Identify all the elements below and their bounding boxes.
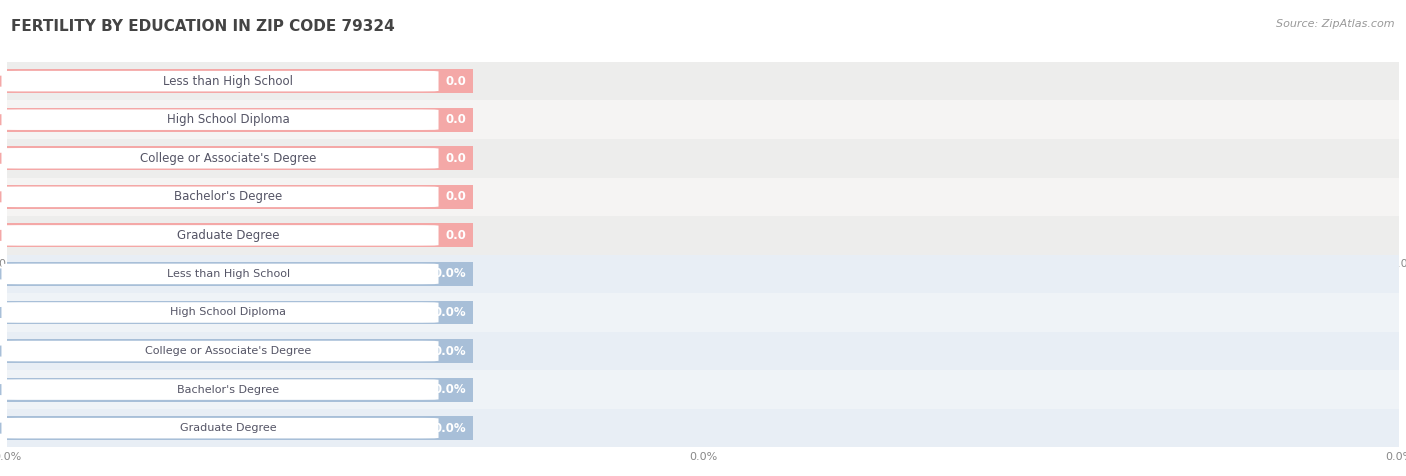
Bar [7,255,1399,293]
Circle shape [0,114,336,126]
Text: Source: ZipAtlas.com: Source: ZipAtlas.com [1277,19,1395,29]
Circle shape [0,191,336,203]
Circle shape [0,422,336,434]
Text: Bachelor's Degree: Bachelor's Degree [177,385,280,395]
Text: Less than High School: Less than High School [163,75,292,88]
Bar [7,108,474,132]
Bar [7,300,474,325]
FancyBboxPatch shape [1,71,439,91]
Bar [7,146,474,170]
Text: 0.0: 0.0 [446,75,467,88]
Text: 0.0: 0.0 [446,190,467,203]
Circle shape [0,384,336,396]
Circle shape [0,268,336,280]
Text: 0.0%: 0.0% [433,422,467,435]
FancyBboxPatch shape [1,225,439,246]
Bar [7,178,1399,216]
Text: 0.0: 0.0 [446,229,467,242]
Circle shape [0,152,336,164]
Text: 0.0: 0.0 [446,113,467,126]
Circle shape [0,75,336,87]
FancyBboxPatch shape [1,187,439,207]
FancyBboxPatch shape [1,418,439,438]
Text: 0.0%: 0.0% [433,306,467,319]
Bar [7,293,1399,332]
Bar [7,339,474,363]
Text: 0.0%: 0.0% [433,268,467,280]
Bar [7,416,474,440]
Bar [7,262,474,286]
Bar [7,332,1399,370]
Text: Bachelor's Degree: Bachelor's Degree [174,190,283,203]
Bar [7,62,1399,100]
Bar [7,185,474,209]
Circle shape [0,229,336,241]
FancyBboxPatch shape [1,341,439,361]
Bar [7,139,1399,178]
Text: High School Diploma: High School Diploma [167,113,290,126]
Circle shape [0,345,336,357]
Text: FERTILITY BY EDUCATION IN ZIP CODE 79324: FERTILITY BY EDUCATION IN ZIP CODE 79324 [11,19,395,34]
Text: 0.0%: 0.0% [433,383,467,396]
Bar [7,409,1399,447]
Circle shape [0,307,336,318]
Bar [7,377,474,402]
Text: College or Associate's Degree: College or Associate's Degree [139,152,316,165]
Text: Less than High School: Less than High School [166,269,290,279]
FancyBboxPatch shape [1,148,439,169]
FancyBboxPatch shape [1,264,439,284]
Bar [7,370,1399,409]
Text: Graduate Degree: Graduate Degree [180,423,277,433]
Bar [7,216,1399,255]
Text: College or Associate's Degree: College or Associate's Degree [145,346,311,356]
Text: Graduate Degree: Graduate Degree [177,229,280,242]
FancyBboxPatch shape [1,379,439,400]
Bar [7,223,474,248]
FancyBboxPatch shape [1,302,439,323]
Text: 0.0: 0.0 [446,152,467,165]
Text: 0.0%: 0.0% [433,345,467,357]
FancyBboxPatch shape [1,109,439,130]
Bar [7,69,474,93]
Text: High School Diploma: High School Diploma [170,307,285,317]
Bar [7,100,1399,139]
